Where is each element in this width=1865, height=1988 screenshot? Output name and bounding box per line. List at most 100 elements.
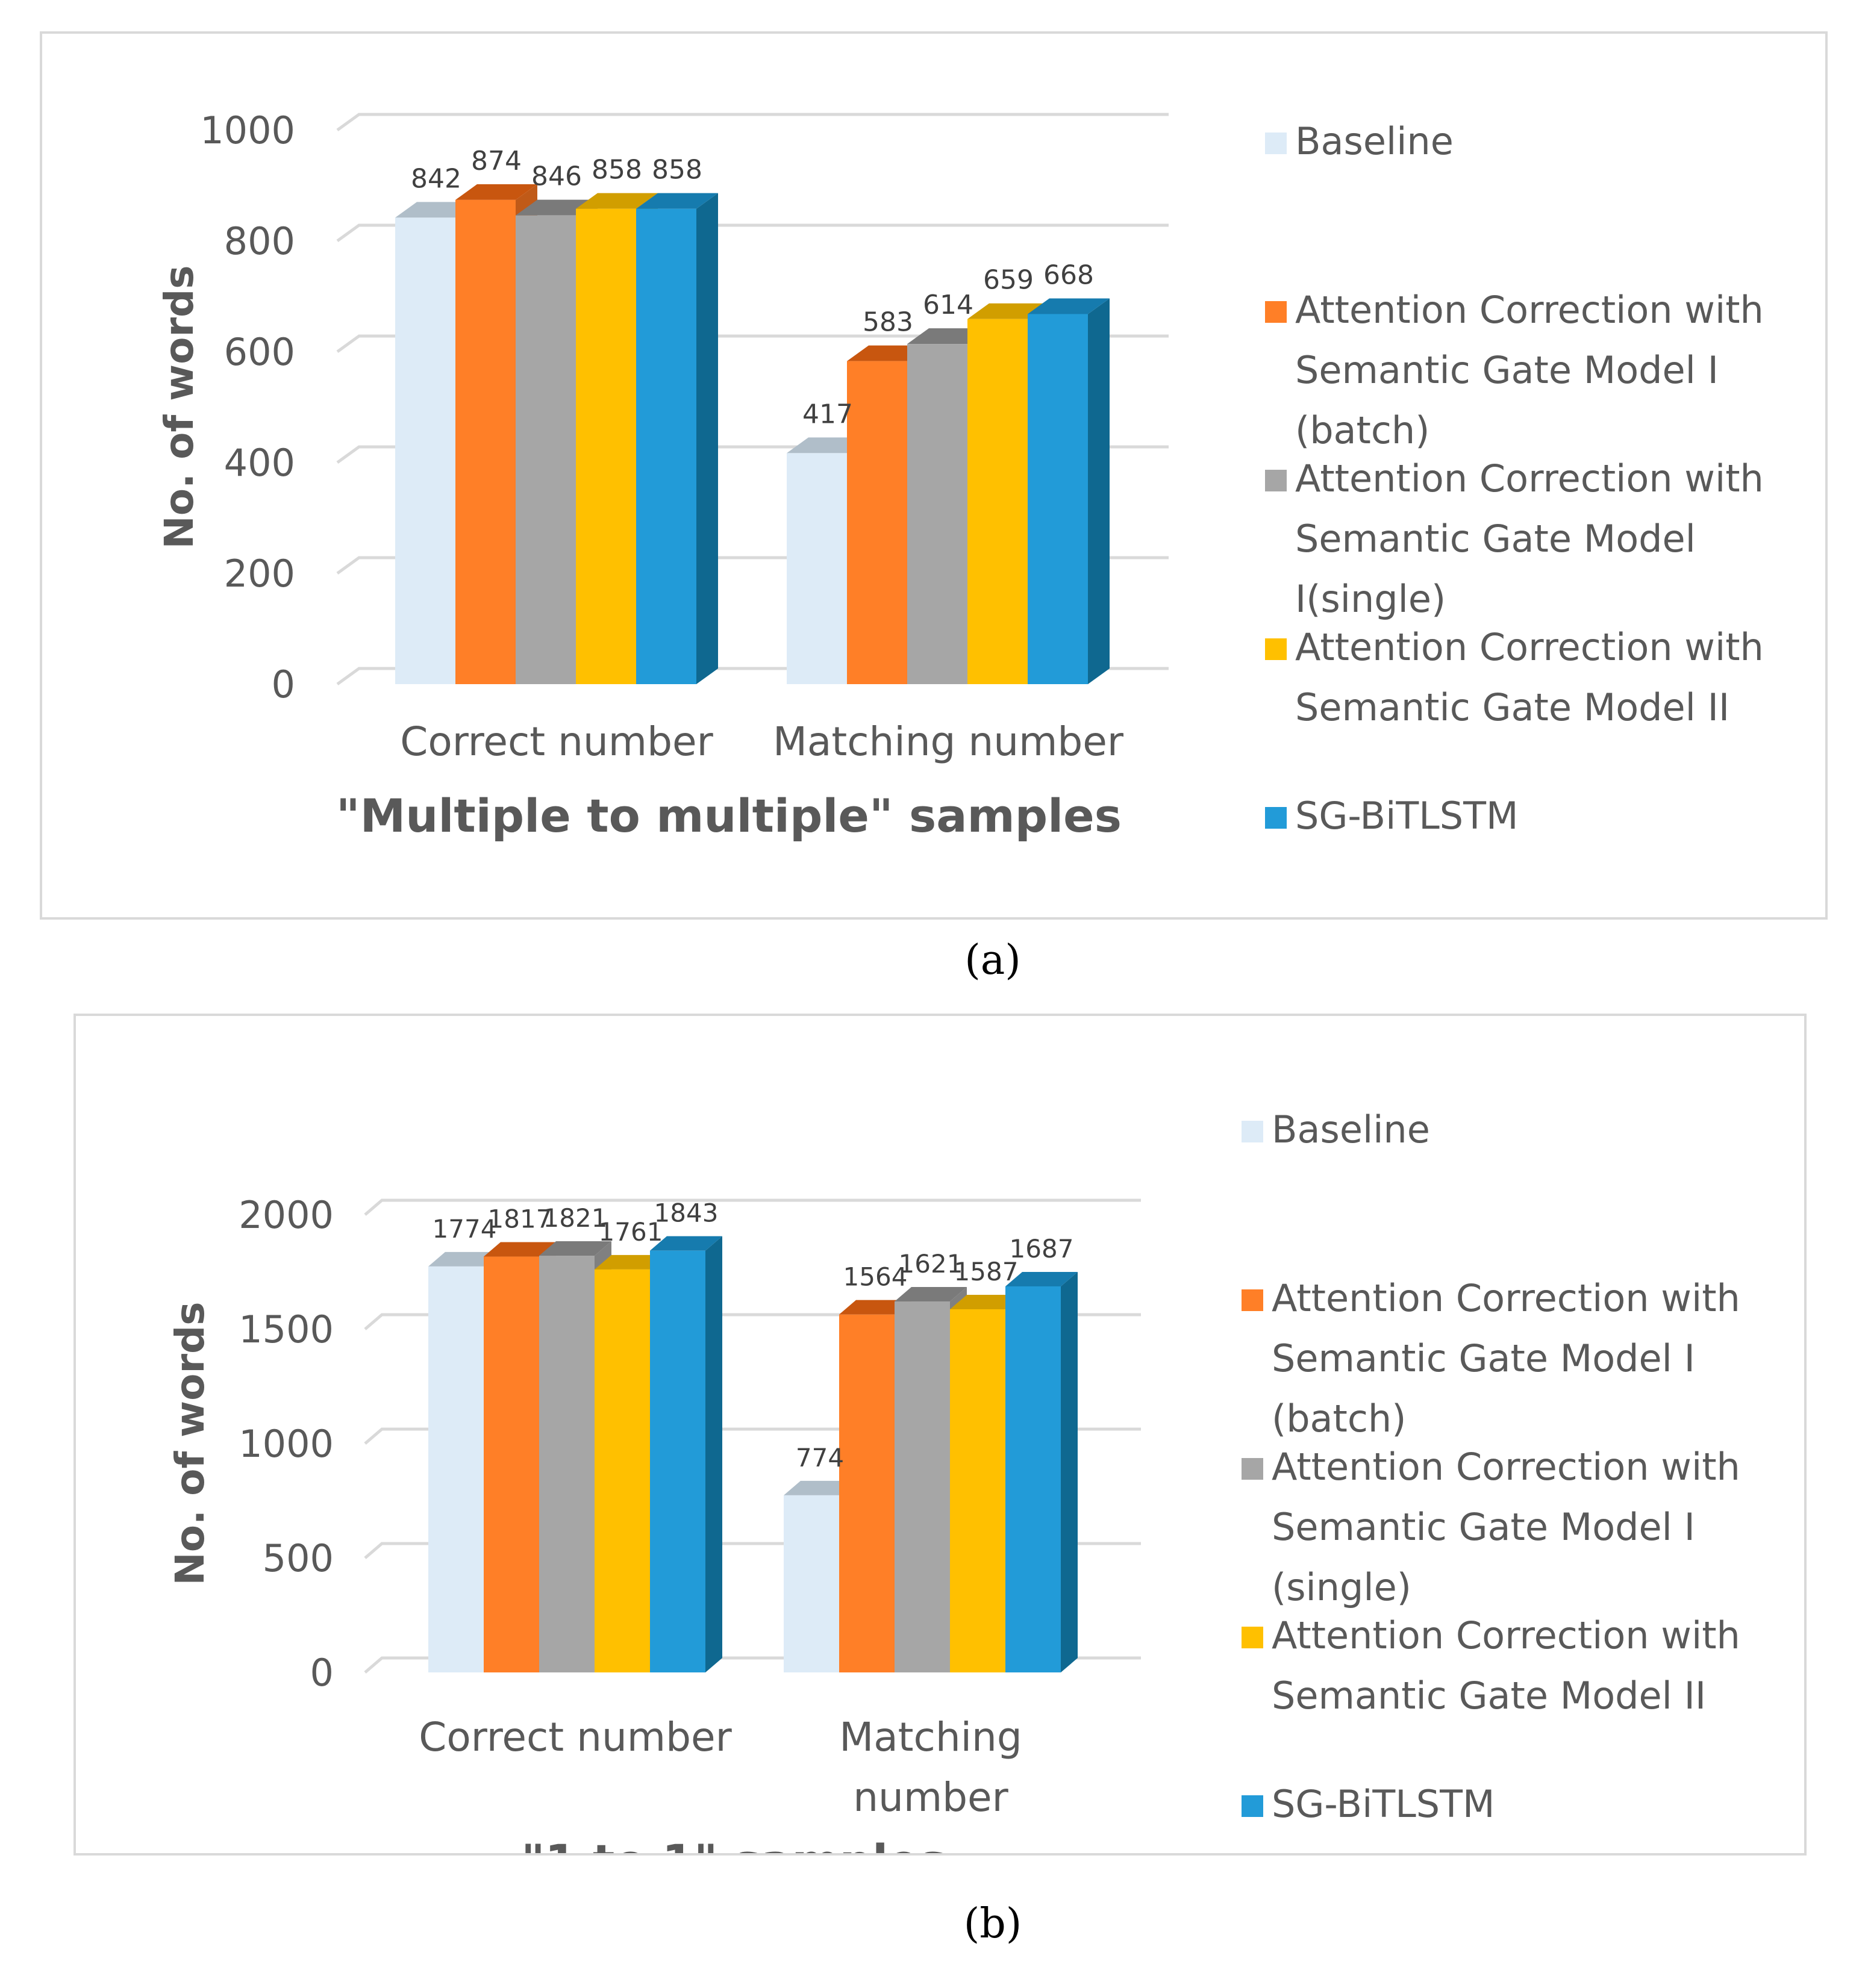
data-label: 1817 [488,1204,552,1234]
bar [455,199,516,684]
data-label: 774 [796,1443,844,1472]
bar [539,1256,595,1672]
data-label: 1774 [433,1214,497,1244]
bar-side [1088,298,1110,684]
bar-side [705,1236,722,1672]
legend-label: I(single) [1295,577,1446,621]
legend-swatch [1242,1627,1263,1648]
legend-label: Attention Correction with [1272,1276,1740,1320]
y-tick-label: 600 [224,330,295,374]
data-label: 858 [592,155,642,185]
bar-top [595,1254,667,1270]
bar [484,1256,539,1672]
bar [1028,314,1088,684]
bar [576,208,636,684]
legend-label: (batch) [1295,408,1429,452]
y-tick-label: 800 [224,219,295,263]
legend-swatch [1265,807,1287,829]
x-tick-label: Matching number [773,718,1124,765]
bar-top [784,1480,856,1495]
bar [839,1314,895,1672]
x-tick-label: Matching [839,1714,1022,1760]
chart-title: "1 to 1" samples [521,1834,946,1853]
bar [847,361,907,684]
bar [950,1309,1005,1672]
legend-label: Attention Correction with [1295,456,1764,500]
data-label: 874 [471,146,522,176]
bar [784,1495,839,1672]
x-tick-label: Correct number [419,1714,732,1760]
data-label: 858 [652,155,702,185]
chart-panel-a: 0 200 400 600 800 1000 No. of words 842 874 846 85… [40,31,1828,920]
bar-top [636,193,718,209]
legend-swatch [1265,470,1287,491]
data-label: 659 [983,265,1034,296]
y-tick-label: 1000 [200,108,295,152]
bar-top [576,193,658,209]
bar [636,208,696,684]
legend-swatch [1242,1289,1263,1311]
bar [650,1250,705,1672]
y-tick-label: 1500 [239,1307,334,1351]
legend-label: Semantic Gate Model II [1272,1674,1706,1718]
gridline [336,113,1169,132]
data-label: 1587 [954,1257,1019,1286]
chart-panel-b: 0 500 1000 1500 2000 No. of words 1774 1817 1821… [73,1014,1807,1856]
y-tick-label: 0 [310,1651,334,1695]
legend-label: (batch) [1272,1397,1406,1441]
legend-label: (single) [1272,1565,1411,1609]
legend-label: Attention Correction with [1295,288,1764,332]
y-tick-label: 500 [263,1536,334,1580]
data-label: 1843 [654,1198,719,1228]
gridline [336,223,1169,243]
data-label: 583 [863,307,913,338]
bar-top [484,1242,556,1257]
legend-swatch [1242,1458,1263,1480]
bar-side [696,193,718,684]
chart-title: "Multiple to multiple" samples [336,789,1122,843]
bar-top [839,1300,911,1315]
legend-swatch [1265,132,1287,154]
legend-swatch [1265,638,1287,660]
data-label: 1761 [599,1217,663,1247]
gridline [336,334,1169,354]
gridline [364,1198,1141,1216]
bar-top [895,1287,967,1302]
data-label: 1564 [843,1262,908,1292]
legend-swatch [1242,1795,1263,1817]
data-label: 1821 [543,1203,608,1233]
y-axis-title: No. of words [167,1301,213,1585]
legend-label: Semantic Gate Model II [1295,685,1729,729]
y-tick-label: 1000 [239,1422,334,1466]
bar-side [1061,1271,1078,1672]
data-label: 1621 [899,1249,963,1279]
y-tick-label: 2000 [239,1193,334,1237]
bar [907,344,967,684]
data-label: 1687 [1010,1234,1074,1264]
bar-top [650,1236,722,1251]
bar [428,1266,484,1672]
data-label: 614 [923,290,973,320]
bar [787,453,847,684]
bar [595,1269,650,1672]
data-label: 417 [802,399,853,429]
legend-label: Semantic Gate Model I [1272,1505,1695,1549]
legend-swatch [1242,1121,1263,1142]
legend-label: Baseline [1295,119,1454,163]
bar [967,319,1028,684]
bar-top [428,1251,501,1267]
legend-label: SG-BiTLSTM [1272,1782,1495,1826]
bar [516,215,576,684]
legend-swatch [1265,301,1287,323]
data-label: 842 [411,163,461,194]
bar-top [539,1241,611,1256]
bar-top [455,184,537,200]
bar [395,217,455,684]
legend-label: Attention Correction with [1272,1613,1740,1657]
x-tick-label: Correct number [400,718,713,765]
legend-label: Attention Correction with [1272,1445,1740,1489]
y-tick-label: 200 [224,552,295,596]
x-tick-label: number [853,1774,1008,1821]
bar-chart-a: 0 200 400 600 800 1000 No. of words 842 874 846 85… [156,108,1764,843]
bar [895,1301,950,1672]
